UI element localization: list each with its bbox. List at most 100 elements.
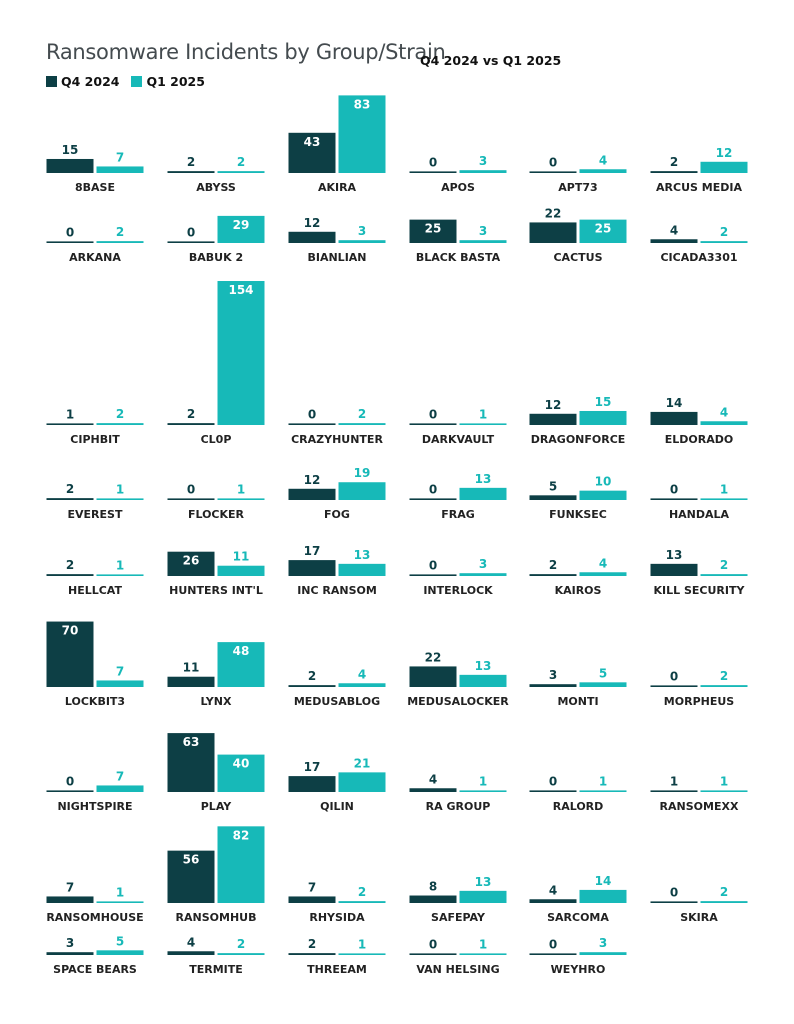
value-label-q4-hunters-int-l: 26 [183,554,200,568]
value-label-q1-apt73: 4 [599,153,607,167]
bar-q1-sarcoma [579,889,627,903]
group-label-inc-ransom: INC RANSOM [297,584,377,597]
bar-q4-play [167,733,215,792]
bar-q4-interlock [409,574,457,576]
value-label-q4-apos: 0 [429,155,437,169]
value-label-q1-inc-ransom: 13 [354,548,371,562]
group-label-dragonforce: DRAGONFORCE [531,433,626,446]
group-label-darkvault: DARKVAULT [422,433,495,446]
bar-q4-ransomhub [167,850,215,903]
bar-q1-ransomhouse [96,901,144,903]
bar-q1-eldorado [700,421,748,425]
legend-item-q1: Q1 2025 [131,74,205,89]
bar-q4-dragonforce [529,413,577,425]
value-label-q1-space-bears: 5 [116,934,124,948]
value-label-q1-everest: 1 [116,482,124,496]
value-label-q1-kill-security: 2 [720,558,728,572]
value-label-q1-nightspire: 7 [116,769,124,783]
value-label-q1-monti: 5 [599,666,607,680]
bar-q4-crazyhunter [288,423,336,425]
value-label-q1-8base: 7 [116,150,124,164]
value-label-q4-8base: 15 [62,143,79,157]
bar-q4-ralord [529,790,577,792]
group-label-frag: FRAG [441,508,475,521]
bar-q1-lockbit3 [96,680,144,687]
bar-q1-dragonforce [579,410,627,425]
group-label-eldorado: ELDORADO [665,433,733,446]
bar-q1-8base [96,166,144,173]
group-label-apos: APOS [441,181,475,194]
group-label-funksec: FUNKSEC [549,508,607,521]
value-label-q1-arcus-media: 12 [716,146,733,160]
group-label-apt73: APT73 [558,181,597,194]
group-label-qilin: QILIN [320,800,354,813]
value-label-q1-cl0p: 154 [228,283,253,297]
value-label-q4-medusalocker: 22 [425,650,442,664]
bar-q4-black-basta [409,219,457,243]
bar-q4-kill-security [650,563,698,576]
value-label-q1-hunters-int-l: 11 [233,550,250,564]
value-label-q1-rhysida: 2 [358,885,366,899]
value-label-q1-weyhro: 3 [599,936,607,950]
bar-q4-space-bears [46,952,94,955]
value-label-q4-medusablog: 2 [308,669,316,683]
value-label-q4-fog: 12 [304,473,321,487]
chart-title: Ransomware Incidents by Group/Strain [46,40,446,64]
group-label-cicada3301: CICADA3301 [660,251,737,264]
value-label-q4-safepay: 8 [429,880,437,894]
group-label-weyhro: WEYHRO [551,963,606,976]
value-label-q1-lynx: 48 [233,644,250,658]
value-label-q1-termite: 2 [237,937,245,951]
bar-q1-inc-ransom [338,563,386,576]
bar-q1-darkvault [459,423,507,425]
bar-q4-monti [529,684,577,687]
bar-q1-abyss [217,171,265,173]
value-label-q4-arkana: 0 [66,225,74,239]
bar-q4-termite [167,951,215,955]
bar-q4-8base [46,158,94,173]
bar-q1-apos [459,170,507,173]
bar-q4-van-helsing [409,953,457,955]
group-label-play: PLAY [201,800,233,813]
bar-q4-eldorado [650,411,698,425]
group-label-morpheus: MORPHEUS [664,695,734,708]
group-label-bianlian: BIANLIAN [307,251,366,264]
value-label-q1-safepay: 13 [475,875,492,889]
bar-q1-skira [700,901,748,903]
group-label-kill-security: KILL SECURITY [654,584,746,597]
bar-q4-frag [409,498,457,500]
bar-q4-inc-ransom [288,560,336,576]
value-label-q4-cicada3301: 4 [670,223,678,237]
value-label-q4-crazyhunter: 0 [308,407,316,421]
value-label-q1-eldorado: 4 [720,405,728,419]
value-label-q1-handala: 1 [720,482,728,496]
value-label-q4-nightspire: 0 [66,774,74,788]
group-label-lynx: LYNX [201,695,232,708]
bar-q1-handala [700,498,748,500]
value-label-q4-everest: 2 [66,482,74,496]
bar-q4-hunters-int-l [167,551,215,576]
group-label-threeam: THREEAM [307,963,367,976]
value-label-q4-play: 63 [183,735,200,749]
value-label-q4-flocker: 0 [187,482,195,496]
group-label-cl0p: CL0P [201,433,232,446]
bar-q4-skira [650,901,698,903]
value-label-q1-darkvault: 1 [479,407,487,421]
bar-q4-darkvault [409,423,457,425]
bar-q1-babuk-2 [217,215,265,243]
value-label-q4-hellcat: 2 [66,558,74,572]
value-label-q4-funksec: 5 [549,479,557,493]
bar-q1-kairos [579,572,627,576]
value-label-q1-medusalocker: 13 [475,659,492,673]
group-label-black-basta: BLACK BASTA [416,251,501,264]
group-label-fog: FOG [324,508,350,521]
bar-q4-weyhro [529,953,577,955]
group-label-abyss: ABYSS [196,181,236,194]
bar-q4-threeam [288,953,336,955]
bar-q4-akira [288,132,336,173]
value-label-q1-lockbit3: 7 [116,664,124,678]
group-label-babuk-2: BABUK 2 [189,251,243,264]
bar-q1-everest [96,498,144,500]
bar-q1-kill-security [700,574,748,576]
value-label-q4-termite: 4 [187,935,195,949]
